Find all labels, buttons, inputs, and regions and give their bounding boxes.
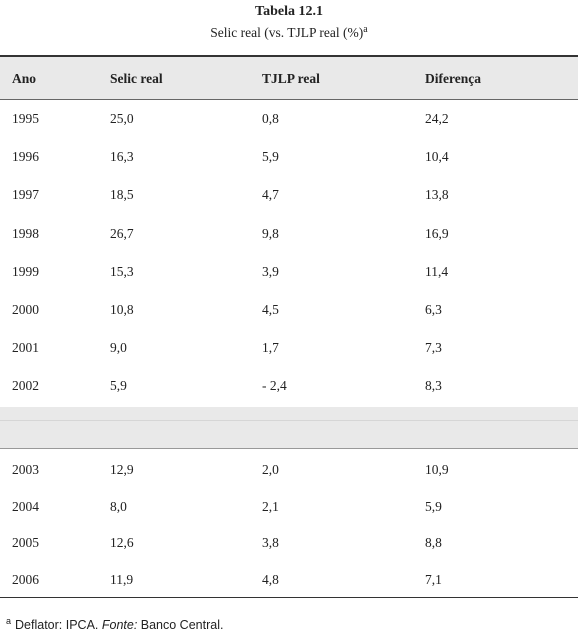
cell-tjlp: 3,9 (262, 263, 279, 279)
subtitle-text: Selic real (vs. TJLP real (%) (210, 25, 364, 40)
separator-line (0, 420, 578, 421)
table-row: 2001 9,0 1,7 7,3 (0, 329, 578, 365)
separator-line (0, 448, 578, 449)
cell-difference: 8,8 (425, 535, 442, 550)
cell-selic: 15,3 (110, 263, 134, 279)
table-row: 1999 15,3 3,9 11,4 (0, 253, 578, 289)
cell-tjlp: 5,9 (262, 149, 279, 165)
header-year: Ano (12, 71, 37, 86)
cell-selic: 10,8 (110, 302, 134, 317)
cell-difference: 8,3 (425, 378, 442, 394)
footnote-deflator: Deflator: IPCA. (15, 618, 102, 632)
cell-year: 1996 (12, 149, 39, 165)
cell-tjlp: 2,1 (262, 498, 279, 514)
cell-year: 2001 (12, 340, 39, 356)
header-tjlp: TJLP real (262, 71, 320, 86)
cell-selic: 8,0 (110, 498, 127, 514)
cell-year: 2002 (12, 378, 39, 394)
cell-tjlp: 0,8 (262, 111, 279, 126)
table-row: 1995 25,0 0,8 24,2 (0, 100, 578, 136)
cell-difference: 24,2 (425, 111, 449, 126)
cell-year: 1995 (12, 111, 39, 126)
cell-year: 1998 (12, 225, 39, 241)
cell-year: 2003 (12, 462, 39, 477)
subtitle-footnote-marker: a (363, 24, 368, 35)
cell-tjlp: 4,8 (262, 571, 279, 587)
cell-tjlp: 4,5 (262, 302, 279, 317)
cell-difference: 5,9 (425, 498, 442, 514)
cell-tjlp: 3,8 (262, 535, 279, 550)
header-selic: Selic real (110, 71, 163, 86)
header-difference: Diferença (425, 71, 481, 86)
table-row: 2002 5,9 - 2,4 8,3 (0, 367, 578, 403)
table-title: Tabela 12.1 (255, 4, 323, 19)
cell-selic: 18,5 (110, 187, 134, 203)
table-row: 2003 12,9 2,0 10,9 (0, 451, 578, 487)
cell-difference: 10,4 (425, 149, 449, 165)
cell-difference: 7,1 (425, 571, 442, 587)
cell-selic: 26,7 (110, 225, 134, 241)
table-row: 1996 16,3 5,9 10,4 (0, 138, 578, 174)
cell-year: 1997 (12, 187, 39, 203)
footnote-source-label: Fonte: (101, 618, 138, 632)
table-row: 2006 11,9 4,8 7,1 (0, 561, 578, 597)
cell-tjlp: 9,8 (262, 225, 279, 241)
table-bottom-rule (0, 597, 578, 598)
cell-selic: 25,0 (110, 111, 134, 126)
footnote-source: Banco Central. (137, 618, 224, 632)
cell-year: 1999 (12, 263, 39, 279)
cell-difference: 16,9 (425, 225, 449, 241)
cell-tjlp: - 2,4 (262, 378, 287, 394)
cell-difference: 10,9 (425, 462, 449, 477)
cell-tjlp: 2,0 (262, 462, 279, 477)
cell-difference: 6,3 (425, 302, 442, 317)
table-row: 1998 26,7 9,8 16,9 (0, 215, 578, 251)
cell-difference: 13,8 (425, 187, 449, 203)
table-header-row: Ano Selic real TJLP real Diferença (0, 57, 578, 100)
cell-year: 2004 (12, 498, 39, 514)
cell-selic: 12,9 (110, 462, 134, 477)
table-row: 2004 8,0 2,1 5,9 (0, 488, 578, 524)
cell-year: 2000 (12, 302, 39, 317)
footnote-marker: a (6, 616, 12, 626)
cell-year: 2005 (12, 535, 39, 550)
cell-difference: 7,3 (425, 340, 442, 356)
cell-year: 2006 (12, 571, 39, 587)
cell-selic: 5,9 (110, 378, 127, 394)
cell-tjlp: 1,7 (262, 340, 279, 356)
cell-selic: 16,3 (110, 149, 134, 165)
table-row: 1997 18,5 4,7 13,8 (0, 176, 578, 212)
table-row: 2005 12,6 3,8 8,8 (0, 524, 578, 560)
cell-difference: 11,4 (425, 263, 449, 279)
table-row: 2000 10,8 4,5 6,3 (0, 291, 578, 327)
cell-selic: 9,0 (110, 340, 127, 356)
cell-selic: 11,9 (110, 571, 134, 587)
table-section-separator (0, 407, 578, 449)
table-footnote: a Deflator: IPCA. Fonte: Banco Central. (6, 616, 223, 632)
cell-selic: 12,6 (110, 535, 134, 550)
table-top-rule (0, 55, 578, 57)
cell-tjlp: 4,7 (262, 187, 279, 203)
table-subtitle: Selic real (vs. TJLP real (%)a (0, 24, 578, 41)
